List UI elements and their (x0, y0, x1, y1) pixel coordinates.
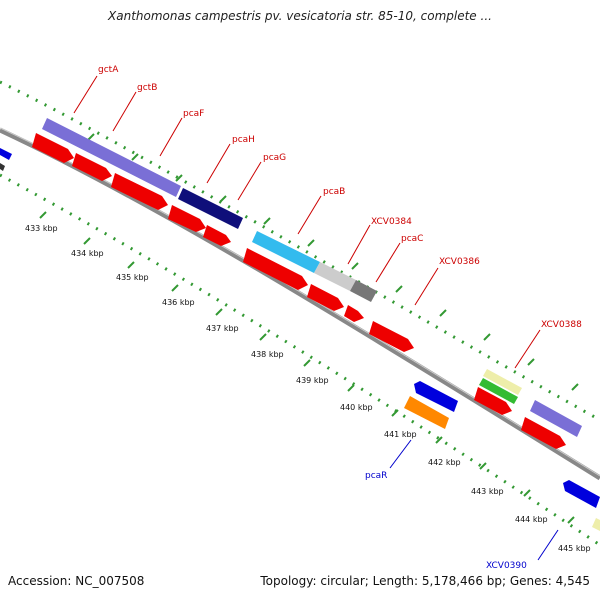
scale-label: 439 kbp (296, 376, 329, 385)
label-leaders (73, 75, 541, 369)
gene-label-gctB[interactable]: gctB (137, 83, 157, 93)
scale-label: 440 kbp (340, 403, 373, 412)
cds-arrows[interactable] (32, 133, 566, 449)
gene-bar-pcaH-pcaG[interactable] (178, 188, 243, 229)
lower-tick-track (0, 173, 600, 547)
scale-label: 436 kbp (162, 298, 195, 307)
gene-label-pcaC[interactable]: pcaC (401, 234, 423, 244)
gene-label-pcaR[interactable]: pcaR (365, 471, 387, 481)
gene-label-pcaH[interactable]: pcaH (232, 135, 255, 145)
scale-labels: 433 kbp 434 kbp 435 kbp 436 kbp 437 kbp … (25, 224, 591, 553)
gene-labels: gctA gctB pcaF pcaH pcaG pcaB XCV0384 pc… (98, 65, 582, 571)
accession-text: Accession: NC_007508 (8, 574, 145, 588)
gene-label-XCV0390[interactable]: XCV0390 (486, 561, 527, 571)
gene-label-gctA[interactable]: gctA (98, 65, 119, 75)
scale-label: 443 kbp (471, 487, 504, 496)
gene-bar-pcaC[interactable] (350, 280, 377, 302)
gene-label-XCV0386[interactable]: XCV0386 (439, 257, 480, 267)
gene-bar-XCV0388[interactable] (479, 369, 522, 404)
scale-label: 445 kbp (558, 544, 591, 553)
genome-backbone (0, 127, 600, 481)
gene-label-XCV0384[interactable]: XCV0384 (371, 217, 412, 227)
upper-tick-track (0, 80, 600, 422)
reverse-genes[interactable] (0, 148, 600, 531)
map-title: Xanthomonas campestris pv. vesicatoria s… (108, 9, 492, 23)
genome-summary-text: Topology: circular; Length: 5,178,466 bp… (260, 574, 590, 588)
gene-label-pcaG[interactable]: pcaG (263, 153, 286, 163)
scale-label: 434 kbp (71, 249, 104, 258)
gene-label-pcaB[interactable]: pcaB (323, 187, 345, 197)
scale-label: 438 kbp (251, 350, 284, 359)
reverse-label-leaders (389, 439, 559, 561)
gene-bar-pcaB[interactable] (252, 231, 320, 273)
scale-label: 437 kbp (206, 324, 239, 333)
gene-bar-gctA-gctB[interactable] (42, 118, 181, 197)
scale-label: 433 kbp (25, 224, 58, 233)
scale-label: 435 kbp (116, 273, 149, 282)
scale-label: 442 kbp (428, 458, 461, 467)
gene-label-pcaF[interactable]: pcaF (183, 109, 204, 119)
gene-bar-XCV0384[interactable] (314, 262, 356, 291)
gene-bar-XCV0389[interactable] (530, 400, 582, 437)
scale-label: 441 kbp (384, 430, 417, 439)
scale-label: 444 kbp (515, 515, 548, 524)
gene-label-XCV0388[interactable]: XCV0388 (541, 320, 582, 330)
